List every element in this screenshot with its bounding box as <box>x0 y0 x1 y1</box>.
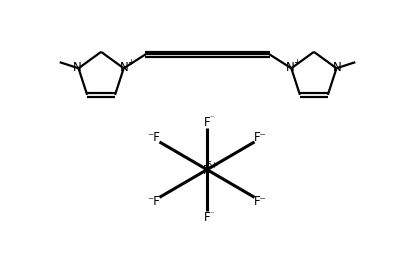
Text: N: N <box>73 61 82 74</box>
Text: F⁻: F⁻ <box>254 131 267 144</box>
Text: 5+: 5+ <box>206 161 218 170</box>
Text: N: N <box>286 61 295 74</box>
Text: N: N <box>333 61 342 74</box>
Text: F: F <box>204 116 210 129</box>
Text: +: + <box>127 58 134 67</box>
Text: ⁻: ⁻ <box>210 210 214 219</box>
Text: ⁻: ⁻ <box>210 114 214 123</box>
Text: P: P <box>203 164 210 177</box>
Text: N: N <box>120 61 129 74</box>
Text: ⁻F: ⁻F <box>147 131 160 144</box>
Text: F⁻: F⁻ <box>254 195 267 208</box>
Text: +: + <box>293 58 300 67</box>
Text: ⁻F: ⁻F <box>147 195 160 208</box>
Text: F: F <box>204 211 210 224</box>
